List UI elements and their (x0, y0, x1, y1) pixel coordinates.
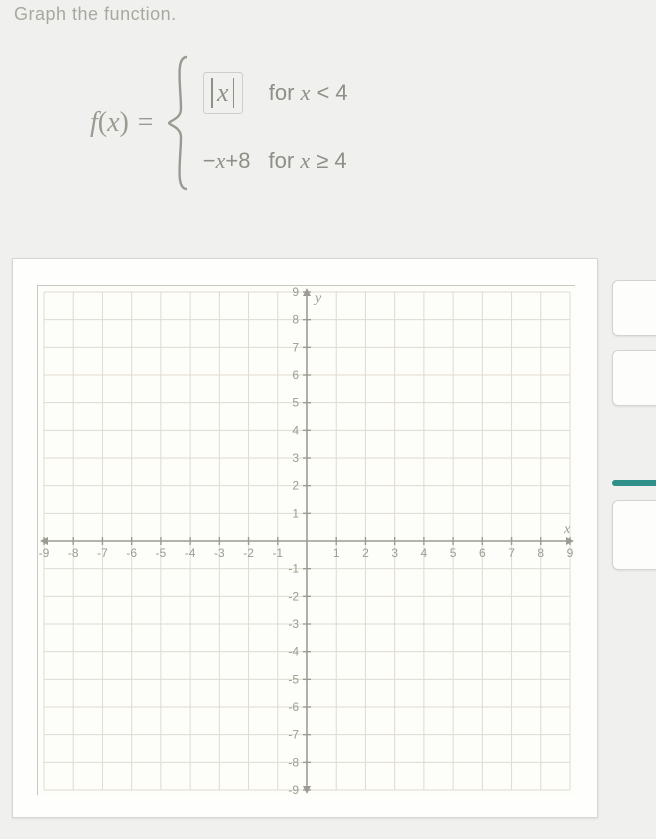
svg-text:-8: -8 (288, 755, 299, 769)
svg-text:7: 7 (292, 340, 299, 354)
svg-text:5: 5 (450, 546, 457, 560)
case-2-condition: for x ≥ 4 (269, 148, 347, 174)
case-2-expression: −x+8 (203, 148, 251, 174)
svg-text:2: 2 (292, 479, 299, 493)
svg-text:-1: -1 (272, 546, 283, 560)
cartesian-grid[interactable]: -9 -8 -7 -6 -5 -4 -3 -2 -1 1 2 3 4 5 6 7 8 9 -9 -8 -7 -6 -5 -4 -… (37, 285, 575, 795)
svg-text:9: 9 (567, 546, 574, 560)
svg-text:7: 7 (508, 546, 515, 560)
expr2-minus: − (203, 148, 216, 173)
svg-text:-4: -4 (288, 645, 299, 659)
lhs-var: x (107, 107, 119, 138)
svg-text:-6: -6 (288, 700, 299, 714)
cond1-op: < (310, 80, 335, 105)
expr2-const: 8 (238, 148, 250, 173)
case-1: x for x < 4 (203, 72, 348, 114)
case-1-condition: for x < 4 (269, 80, 348, 106)
svg-text:-9: -9 (288, 783, 299, 796)
svg-text:4: 4 (292, 423, 299, 437)
svg-text:1: 1 (292, 506, 299, 520)
equation-lhs: f(x) = (90, 107, 155, 139)
svg-text:-2: -2 (243, 546, 254, 560)
abs-expression[interactable]: x (203, 72, 243, 114)
svg-text:2: 2 (362, 546, 369, 560)
svg-text:-2: -2 (288, 589, 299, 603)
svg-text:5: 5 (292, 396, 299, 410)
svg-text:-1: -1 (288, 562, 299, 576)
svg-text:-5: -5 (156, 546, 167, 560)
expr2-var: x (216, 148, 226, 173)
abs-bar-right (233, 78, 235, 108)
svg-text:8: 8 (292, 313, 299, 327)
svg-text:6: 6 (292, 368, 299, 382)
svg-text:3: 3 (391, 546, 398, 560)
lhs-f: f (90, 107, 98, 138)
svg-text:6: 6 (479, 546, 486, 560)
svg-text:-9: -9 (39, 546, 50, 560)
svg-text:-8: -8 (68, 546, 79, 560)
cond2-val: 4 (334, 148, 346, 173)
abs-bar-left (211, 78, 213, 108)
cond2-var: x (300, 148, 310, 173)
svg-text:9: 9 (292, 286, 299, 299)
svg-text:-3: -3 (288, 617, 299, 631)
svg-text:y: y (313, 291, 322, 306)
svg-text:1: 1 (333, 546, 340, 560)
svg-text:-5: -5 (288, 672, 299, 686)
cond1-var: x (301, 80, 311, 105)
svg-text:3: 3 (292, 451, 299, 465)
svg-text:-7: -7 (288, 728, 299, 742)
case-2: −x+8 for x ≥ 4 (203, 148, 348, 174)
abs-var: x (217, 78, 229, 108)
graph-panel: -9 -8 -7 -6 -5 -4 -3 -2 -1 1 2 3 4 5 6 7 8 9 -9 -8 -7 -6 -5 -4 -… (12, 258, 598, 818)
svg-text:-6: -6 (126, 546, 137, 560)
tool-button-1[interactable] (612, 280, 656, 336)
equals-sign: = (136, 107, 155, 138)
tool-button-3[interactable] (612, 500, 656, 570)
svg-text:4: 4 (421, 546, 428, 560)
piecewise-equation: f(x) = x for x < 4 −x+8 (90, 53, 656, 193)
svg-text:x: x (563, 522, 571, 537)
svg-text:8: 8 (537, 546, 544, 560)
svg-text:-4: -4 (185, 546, 196, 560)
left-brace (165, 53, 193, 193)
cond1-val: 4 (335, 80, 347, 105)
cond2-op: ≥ (310, 148, 334, 173)
cond1-prefix: for (269, 80, 301, 105)
prompt-text: Graph the function. (0, 0, 656, 25)
expr2-plus: + (225, 148, 238, 173)
svg-text:-3: -3 (214, 546, 225, 560)
tool-accent-bar-1 (612, 480, 656, 486)
grid-svg: -9 -8 -7 -6 -5 -4 -3 -2 -1 1 2 3 4 5 6 7 8 9 -9 -8 -7 -6 -5 -4 -… (38, 286, 576, 796)
tool-button-2[interactable] (612, 350, 656, 406)
side-toolbar (612, 280, 656, 570)
svg-text:-7: -7 (97, 546, 108, 560)
cond2-prefix: for (269, 148, 301, 173)
